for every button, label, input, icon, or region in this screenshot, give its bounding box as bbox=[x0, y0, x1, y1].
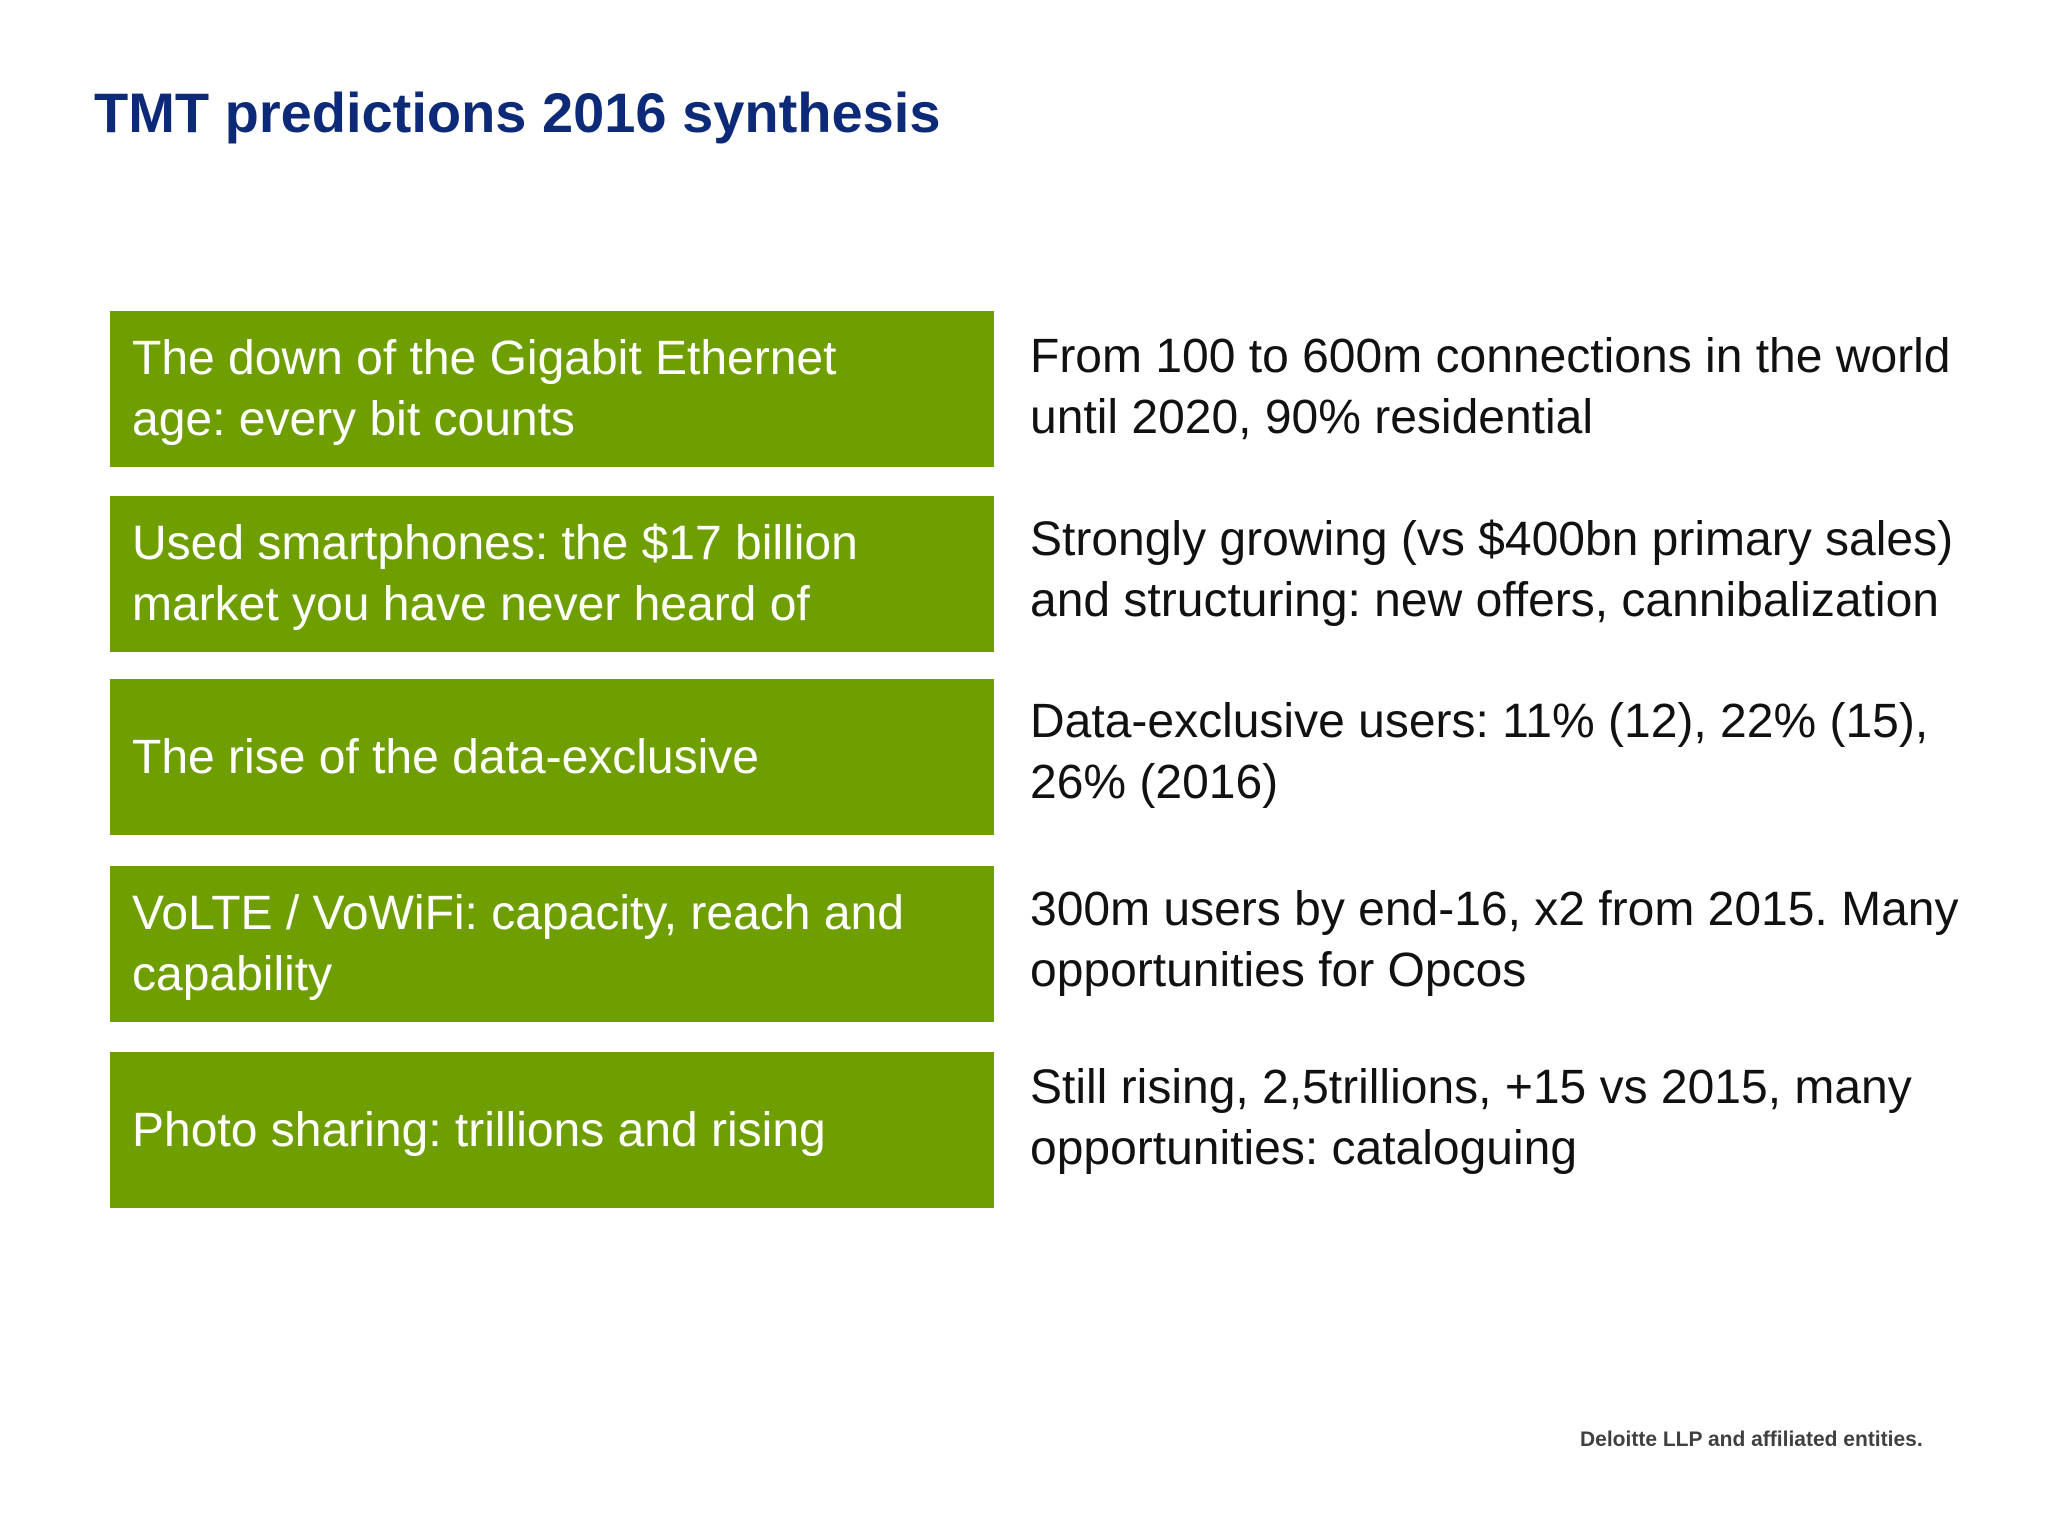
prediction-label-line: VoLTE / VoWiFi: capacity, reach and bbox=[132, 887, 904, 940]
prediction-description-line: Strongly growing (vs $400bn primary sale… bbox=[1030, 513, 1954, 566]
prediction-label-line: capability bbox=[132, 948, 333, 1001]
prediction-label-box: The down of the Gigabit Ethernet age: ev… bbox=[110, 311, 994, 467]
prediction-label-line: Used smartphones: the $17 billion bbox=[132, 517, 858, 570]
footer-credit: Deloitte LLP and affiliated entities. bbox=[1580, 1428, 1923, 1451]
prediction-row-photo-sharing: Photo sharing: trillions and rising Stil… bbox=[110, 1052, 2030, 1208]
prediction-description-line: until 2020, 90% residential bbox=[1030, 391, 1594, 444]
prediction-description-line: Still rising, 2,5trillions, +15 vs 2015,… bbox=[1030, 1061, 1912, 1114]
prediction-label-line: The rise of the data-exclusive bbox=[132, 730, 759, 784]
prediction-description: Still rising, 2,5trillions, +15 vs 2015,… bbox=[1030, 1057, 2030, 1179]
prediction-label: Photo sharing: trillions and rising bbox=[132, 1100, 826, 1161]
prediction-label-box: VoLTE / VoWiFi: capacity, reach and capa… bbox=[110, 866, 994, 1022]
prediction-description-line: Data-exclusive users: 11% (12), 22% (15)… bbox=[1030, 695, 1929, 748]
prediction-row-data-exclusive: The rise of the data-exclusive Data-excl… bbox=[110, 679, 2030, 835]
prediction-label: The down of the Gigabit Ethernet age: ev… bbox=[132, 328, 836, 450]
prediction-description-line: 300m users by end-16, x2 from 2015. Many bbox=[1030, 883, 1959, 936]
prediction-label-line: The down of the Gigabit Ethernet bbox=[132, 332, 837, 385]
prediction-label-box: The rise of the data-exclusive bbox=[110, 679, 994, 835]
prediction-description: 300m users by end-16, x2 from 2015. Many… bbox=[1030, 879, 2030, 1001]
prediction-row-gigabit: The down of the Gigabit Ethernet age: ev… bbox=[110, 311, 2030, 467]
prediction-label-line: age: every bit counts bbox=[132, 393, 575, 446]
prediction-row-used-smartphones: Used smartphones: the $17 billion market… bbox=[110, 496, 2030, 652]
prediction-label-box: Photo sharing: trillions and rising bbox=[110, 1052, 994, 1208]
page-title: TMT predictions 2016 synthesis bbox=[94, 81, 941, 144]
prediction-row-volte-vowifi: VoLTE / VoWiFi: capacity, reach and capa… bbox=[110, 866, 2030, 1022]
prediction-description-line: 26% (2016) bbox=[1030, 756, 1279, 809]
prediction-description-line: opportunities: cataloguing bbox=[1030, 1122, 1578, 1175]
prediction-label-line: market you have never heard of bbox=[132, 578, 810, 631]
prediction-description-line: and structuring: new offers, cannibaliza… bbox=[1030, 574, 1939, 627]
prediction-description: Data-exclusive users: 11% (12), 22% (15)… bbox=[1030, 691, 2030, 813]
prediction-label: The rise of the data-exclusive bbox=[132, 727, 759, 788]
prediction-label-line: Photo sharing: trillions and rising bbox=[132, 1103, 826, 1157]
prediction-description: From 100 to 600m connections in the worl… bbox=[1030, 326, 2030, 448]
prediction-label: VoLTE / VoWiFi: capacity, reach and capa… bbox=[132, 883, 904, 1005]
prediction-label: Used smartphones: the $17 billion market… bbox=[132, 513, 858, 635]
prediction-label-box: Used smartphones: the $17 billion market… bbox=[110, 496, 994, 652]
prediction-description: Strongly growing (vs $400bn primary sale… bbox=[1030, 509, 2030, 631]
prediction-description-line: From 100 to 600m connections in the worl… bbox=[1030, 330, 1951, 383]
prediction-description-line: opportunities for Opcos bbox=[1030, 944, 1527, 997]
